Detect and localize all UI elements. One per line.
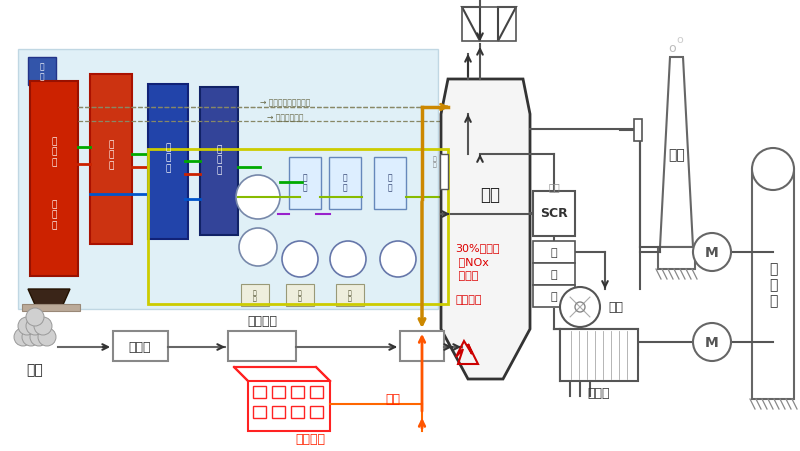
Text: 脱
硫
塔: 脱 硫 塔 xyxy=(769,261,777,308)
Polygon shape xyxy=(28,290,70,307)
Bar xyxy=(533,263,575,285)
Bar xyxy=(374,158,406,210)
Circle shape xyxy=(30,328,48,346)
Text: 制煤系统: 制煤系统 xyxy=(247,315,277,328)
Bar xyxy=(148,150,448,304)
Bar xyxy=(291,406,304,418)
Text: 冷
却
机: 冷 却 机 xyxy=(51,200,57,230)
Circle shape xyxy=(380,241,416,277)
Bar xyxy=(113,331,168,361)
Circle shape xyxy=(22,328,40,346)
Bar xyxy=(329,158,361,210)
Text: 烟
气: 烟 气 xyxy=(253,289,257,301)
Text: 制氧系统: 制氧系统 xyxy=(295,433,325,446)
Text: 30%负荷率: 30%负荷率 xyxy=(455,243,499,253)
Bar xyxy=(533,192,575,236)
Bar xyxy=(30,82,78,276)
Text: 换
热: 换 热 xyxy=(302,173,307,192)
Polygon shape xyxy=(441,80,530,379)
Bar xyxy=(336,285,364,306)
Text: 炉
顶: 炉 顶 xyxy=(432,156,436,168)
Text: 分
离: 分 离 xyxy=(40,62,44,82)
Bar xyxy=(310,386,323,398)
Text: o: o xyxy=(677,35,683,45)
Text: ～～: ～～ xyxy=(548,182,560,192)
Bar xyxy=(148,85,188,239)
Circle shape xyxy=(282,241,318,277)
Text: 零油耗: 零油耗 xyxy=(455,271,478,281)
Circle shape xyxy=(26,308,44,326)
Text: 降NOx: 降NOx xyxy=(455,257,489,267)
Bar xyxy=(634,120,642,142)
Bar xyxy=(400,331,444,361)
Text: M: M xyxy=(705,245,719,259)
Circle shape xyxy=(560,287,600,327)
Bar xyxy=(200,88,238,235)
Circle shape xyxy=(236,175,280,220)
Bar xyxy=(272,406,285,418)
Bar xyxy=(462,8,516,42)
Bar xyxy=(440,155,448,189)
Bar xyxy=(228,331,296,361)
Bar xyxy=(560,329,638,381)
Text: SCR: SCR xyxy=(540,207,568,220)
Text: 煤筛选: 煤筛选 xyxy=(129,341,151,354)
Text: 水
处: 水 处 xyxy=(298,289,302,301)
Circle shape xyxy=(26,318,44,335)
Bar xyxy=(253,406,266,418)
Circle shape xyxy=(38,328,56,346)
Circle shape xyxy=(14,328,32,346)
Circle shape xyxy=(34,318,52,335)
Bar xyxy=(310,406,323,418)
Bar xyxy=(90,75,132,244)
Circle shape xyxy=(18,318,36,335)
Bar xyxy=(752,170,794,399)
Circle shape xyxy=(752,149,794,191)
Bar xyxy=(291,386,304,398)
Bar xyxy=(241,285,269,306)
Text: → 矿炉烟气处理: → 矿炉烟气处理 xyxy=(266,113,303,122)
Text: 电除尘: 电除尘 xyxy=(588,387,610,400)
Text: 氧气: 氧气 xyxy=(385,393,400,405)
Text: 气
化
炉: 气 化 炉 xyxy=(166,143,170,173)
Text: 烟囱: 烟囱 xyxy=(669,147,686,161)
Circle shape xyxy=(693,234,731,272)
Bar xyxy=(253,386,266,398)
Bar xyxy=(28,58,56,86)
Text: 富氧燃烧: 富氧燃烧 xyxy=(455,295,482,304)
Text: o: o xyxy=(668,41,676,55)
Text: M: M xyxy=(705,335,719,349)
Text: 煤场: 煤场 xyxy=(26,362,43,376)
Text: 压
缩: 压 缩 xyxy=(388,173,392,192)
Bar xyxy=(533,241,575,263)
Bar xyxy=(248,381,330,431)
Text: → 送入锅炉气燃料烧管: → 送入锅炉气燃料烧管 xyxy=(260,98,310,107)
Bar xyxy=(533,285,575,307)
Circle shape xyxy=(330,241,366,277)
Bar xyxy=(658,248,695,269)
Bar xyxy=(289,158,321,210)
Polygon shape xyxy=(660,58,693,248)
Text: 换
热: 换 热 xyxy=(348,289,352,301)
Bar xyxy=(18,50,438,309)
Text: 空: 空 xyxy=(550,248,558,258)
Bar xyxy=(22,304,80,311)
Text: 净
化: 净 化 xyxy=(342,173,347,192)
Bar xyxy=(286,285,314,306)
Text: 热
解
炉: 热 解 炉 xyxy=(108,140,114,170)
Text: 预: 预 xyxy=(550,269,558,279)
Text: 风机: 风机 xyxy=(608,301,623,314)
Bar xyxy=(272,386,285,398)
Circle shape xyxy=(239,229,277,267)
Text: 干
燥
机: 干 燥 机 xyxy=(51,137,57,166)
Circle shape xyxy=(693,323,731,361)
Text: 器: 器 xyxy=(550,291,558,301)
Text: 余
热
炉: 余 热 炉 xyxy=(216,145,222,175)
Text: 锅炉: 锅炉 xyxy=(480,186,500,203)
